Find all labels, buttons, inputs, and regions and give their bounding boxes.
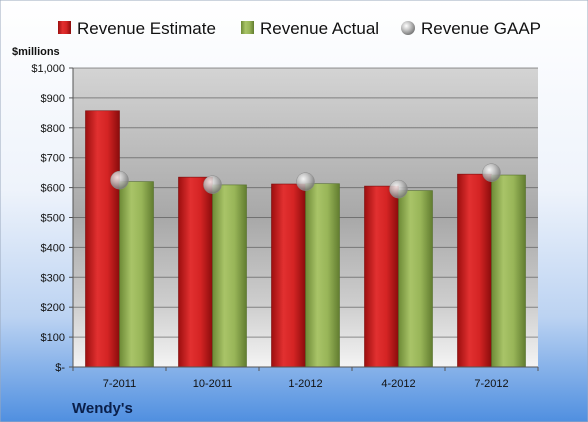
company-label: Wendy's [72, 400, 133, 417]
x-axis-ticks: 7-2011 10-2011 1-2012 4-2012 7-2012 [72, 367, 539, 390]
bar-revenue-estimate [457, 173, 492, 368]
bar-revenue-actual [491, 174, 526, 368]
legend-item-gaap: Revenue GAAP [401, 19, 541, 38]
legend-swatch-gaap [401, 21, 415, 35]
y-tick-label: $400 [41, 242, 65, 254]
x-tick-label: 1-2012 [288, 378, 322, 390]
x-tick-label: 7-2012 [474, 378, 508, 390]
legend-item-estimate: Revenue Estimate [58, 19, 216, 38]
y-tick-label: $500 [41, 213, 65, 225]
legend-item-actual: Revenue Actual [241, 19, 379, 38]
x-tick-label: 4-2012 [381, 378, 415, 390]
bar-revenue-actual [398, 190, 433, 368]
bar-revenue-estimate [364, 185, 399, 368]
y-axis-unit-label: $millions [12, 46, 60, 58]
y-tick-label: $900 [41, 93, 65, 105]
bar-revenue-estimate [85, 110, 120, 368]
legend-swatch-estimate [58, 21, 71, 34]
legend-label-estimate: Revenue Estimate [77, 19, 216, 38]
y-axis-ticks: $- $100 $200 $300 $400 $500 $600 $700 $800 $900 $1… [31, 63, 73, 374]
legend-swatch-actual [241, 21, 254, 34]
y-tick-label: $600 [41, 183, 65, 195]
y-tick-label: $200 [41, 302, 65, 314]
marker-revenue-gaap [110, 170, 129, 190]
bar-revenue-actual [119, 181, 154, 368]
x-tick-label: 10-2011 [193, 378, 233, 390]
y-tick-label: $- [55, 362, 65, 374]
marker-revenue-gaap [389, 179, 408, 199]
legend: Revenue Estimate Revenue Actual Revenue … [58, 19, 541, 38]
bar-revenue-actual [305, 183, 340, 368]
y-tick-label: $300 [41, 272, 65, 284]
y-tick-label: $100 [41, 332, 65, 344]
bar-revenue-actual [212, 184, 247, 368]
y-tick-label: $800 [41, 123, 65, 135]
marker-revenue-gaap [203, 175, 222, 194]
marker-revenue-gaap [296, 172, 315, 191]
y-tick-label: $700 [41, 153, 65, 165]
bar-revenue-estimate [178, 176, 213, 368]
bar-revenue-estimate [271, 183, 306, 368]
y-tick-label: $1,000 [31, 63, 65, 75]
marker-revenue-gaap [482, 163, 501, 182]
legend-label-gaap: Revenue GAAP [421, 19, 541, 38]
x-tick-label: 7-2011 [103, 378, 136, 390]
bars [85, 110, 526, 368]
legend-label-actual: Revenue Actual [260, 19, 379, 38]
gaap-markers [110, 163, 501, 199]
